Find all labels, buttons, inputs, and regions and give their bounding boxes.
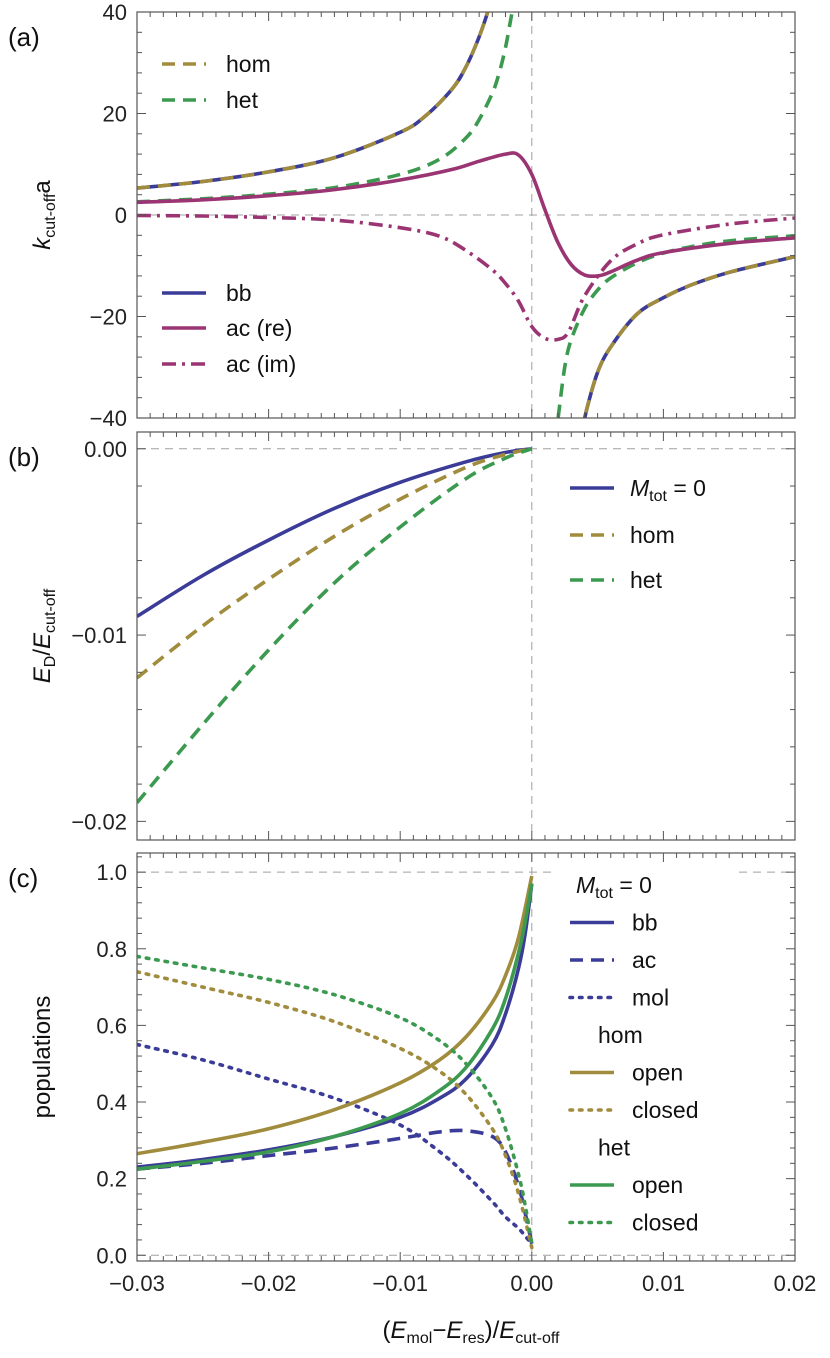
legend-label: bb: [632, 910, 658, 936]
x-tick-label: 0.02: [774, 1271, 817, 1296]
legend: Mtot = 0bbacmolhomopenclosedhetopenclose…: [555, 868, 735, 1236]
y-tick-label: 0.6: [96, 1013, 127, 1038]
panel-label: (a): [8, 22, 40, 52]
x-tick-label: −0.01: [372, 1271, 428, 1296]
panel-3: 0.0 0.2 0.4 0.6 0.8 1.0 −0.03 −0.02 −0.01 0.00 0.0…: [8, 852, 817, 1347]
y-tick-label: 0.8: [96, 937, 127, 962]
legend-label: ac (re): [226, 315, 292, 341]
legend-label: het: [226, 87, 259, 113]
series-ac_re: [137, 151, 795, 279]
legend-label: hom: [226, 51, 271, 77]
series-mtot_ac: [137, 1128, 534, 1245]
panel-2: 0.00 −0.01 −0.02 (b) ED/Ecut-off Mtot = 0 hom h…: [8, 431, 796, 841]
legend-label: ac: [632, 947, 656, 973]
series-mtot_bb: [137, 883, 534, 1169]
series-bb: [137, 447, 533, 618]
series-hom_closed: [137, 970, 534, 1250]
series-het_pos: [556, 234, 795, 418]
x-tick-label: −0.02: [241, 1271, 297, 1296]
x-tick-label: 0.01: [642, 1271, 685, 1296]
legend-label: closed: [632, 1210, 698, 1236]
legend: hom het bb ac (re) ac (im): [162, 51, 296, 377]
series-group: [137, 12, 795, 418]
legend-label: open: [632, 1060, 683, 1086]
panel-1: 40 20 0 −20 −40 (a) kcut-offa hom het bb ac (re) ac…: [8, 0, 796, 431]
series-hom_open: [137, 875, 534, 1156]
y-tick-label: −40: [90, 406, 127, 431]
series-mtot_mol: [137, 1042, 534, 1246]
panel-label: (c): [8, 863, 38, 893]
series-hom: [137, 12, 490, 190]
legend-label: ac (im): [226, 351, 296, 377]
legend-label: bb: [226, 280, 252, 306]
y-axis-label: kcut-offa: [29, 180, 59, 250]
x-tick-label: 0.00: [510, 1271, 553, 1296]
panels: 40 20 0 −20 −40 (a) kcut-offa hom het bb ac (re) ac…: [8, 0, 816, 1347]
legend-label: Mtot = 0: [630, 475, 706, 505]
series-hom: [137, 447, 533, 680]
legend-label: closed: [632, 1097, 698, 1123]
legend-label: hom: [630, 522, 675, 548]
y-axis-label: populations: [29, 996, 56, 1119]
series-het: [137, 447, 533, 804]
y-tick-label: −0.01: [71, 623, 127, 648]
series-het_closed: [137, 954, 534, 1246]
y-tick-label: −0.02: [71, 809, 127, 834]
legend-background: [555, 868, 735, 1230]
y-axis-label: ED/Ecut-off: [29, 588, 59, 683]
y-tick-label: 0: [115, 203, 127, 228]
series-ac_im: [137, 213, 795, 342]
legend-label: het: [598, 1135, 631, 1161]
x-tick-label: −0.03: [109, 1271, 165, 1296]
y-tick-label: −20: [90, 305, 127, 330]
panel-label: (b): [8, 442, 40, 472]
y-tick-label: 0.0: [96, 1243, 127, 1268]
legend-label: mol: [632, 985, 669, 1011]
x-axis-label: (Emol−Eres)/Ecut-off: [383, 1317, 560, 1347]
legend-label: het: [630, 567, 663, 593]
y-tick-label: 1.0: [96, 860, 127, 885]
legend: Mtot = 0 hom het: [570, 475, 706, 593]
series-group: [137, 875, 534, 1250]
series-hom_pos: [582, 254, 795, 418]
legend-label: open: [632, 1172, 683, 1198]
legend-label: hom: [598, 1022, 643, 1048]
legend-label: Mtot = 0: [576, 872, 652, 902]
y-tick-label: 0.00: [84, 437, 127, 462]
y-tick-label: 20: [103, 102, 127, 127]
y-tick-label: 0.2: [96, 1167, 127, 1192]
y-tick-label: 40: [103, 0, 127, 25]
series-group: [137, 447, 533, 804]
series-het_open: [137, 883, 534, 1171]
y-tick-label: 0.4: [96, 1090, 127, 1115]
